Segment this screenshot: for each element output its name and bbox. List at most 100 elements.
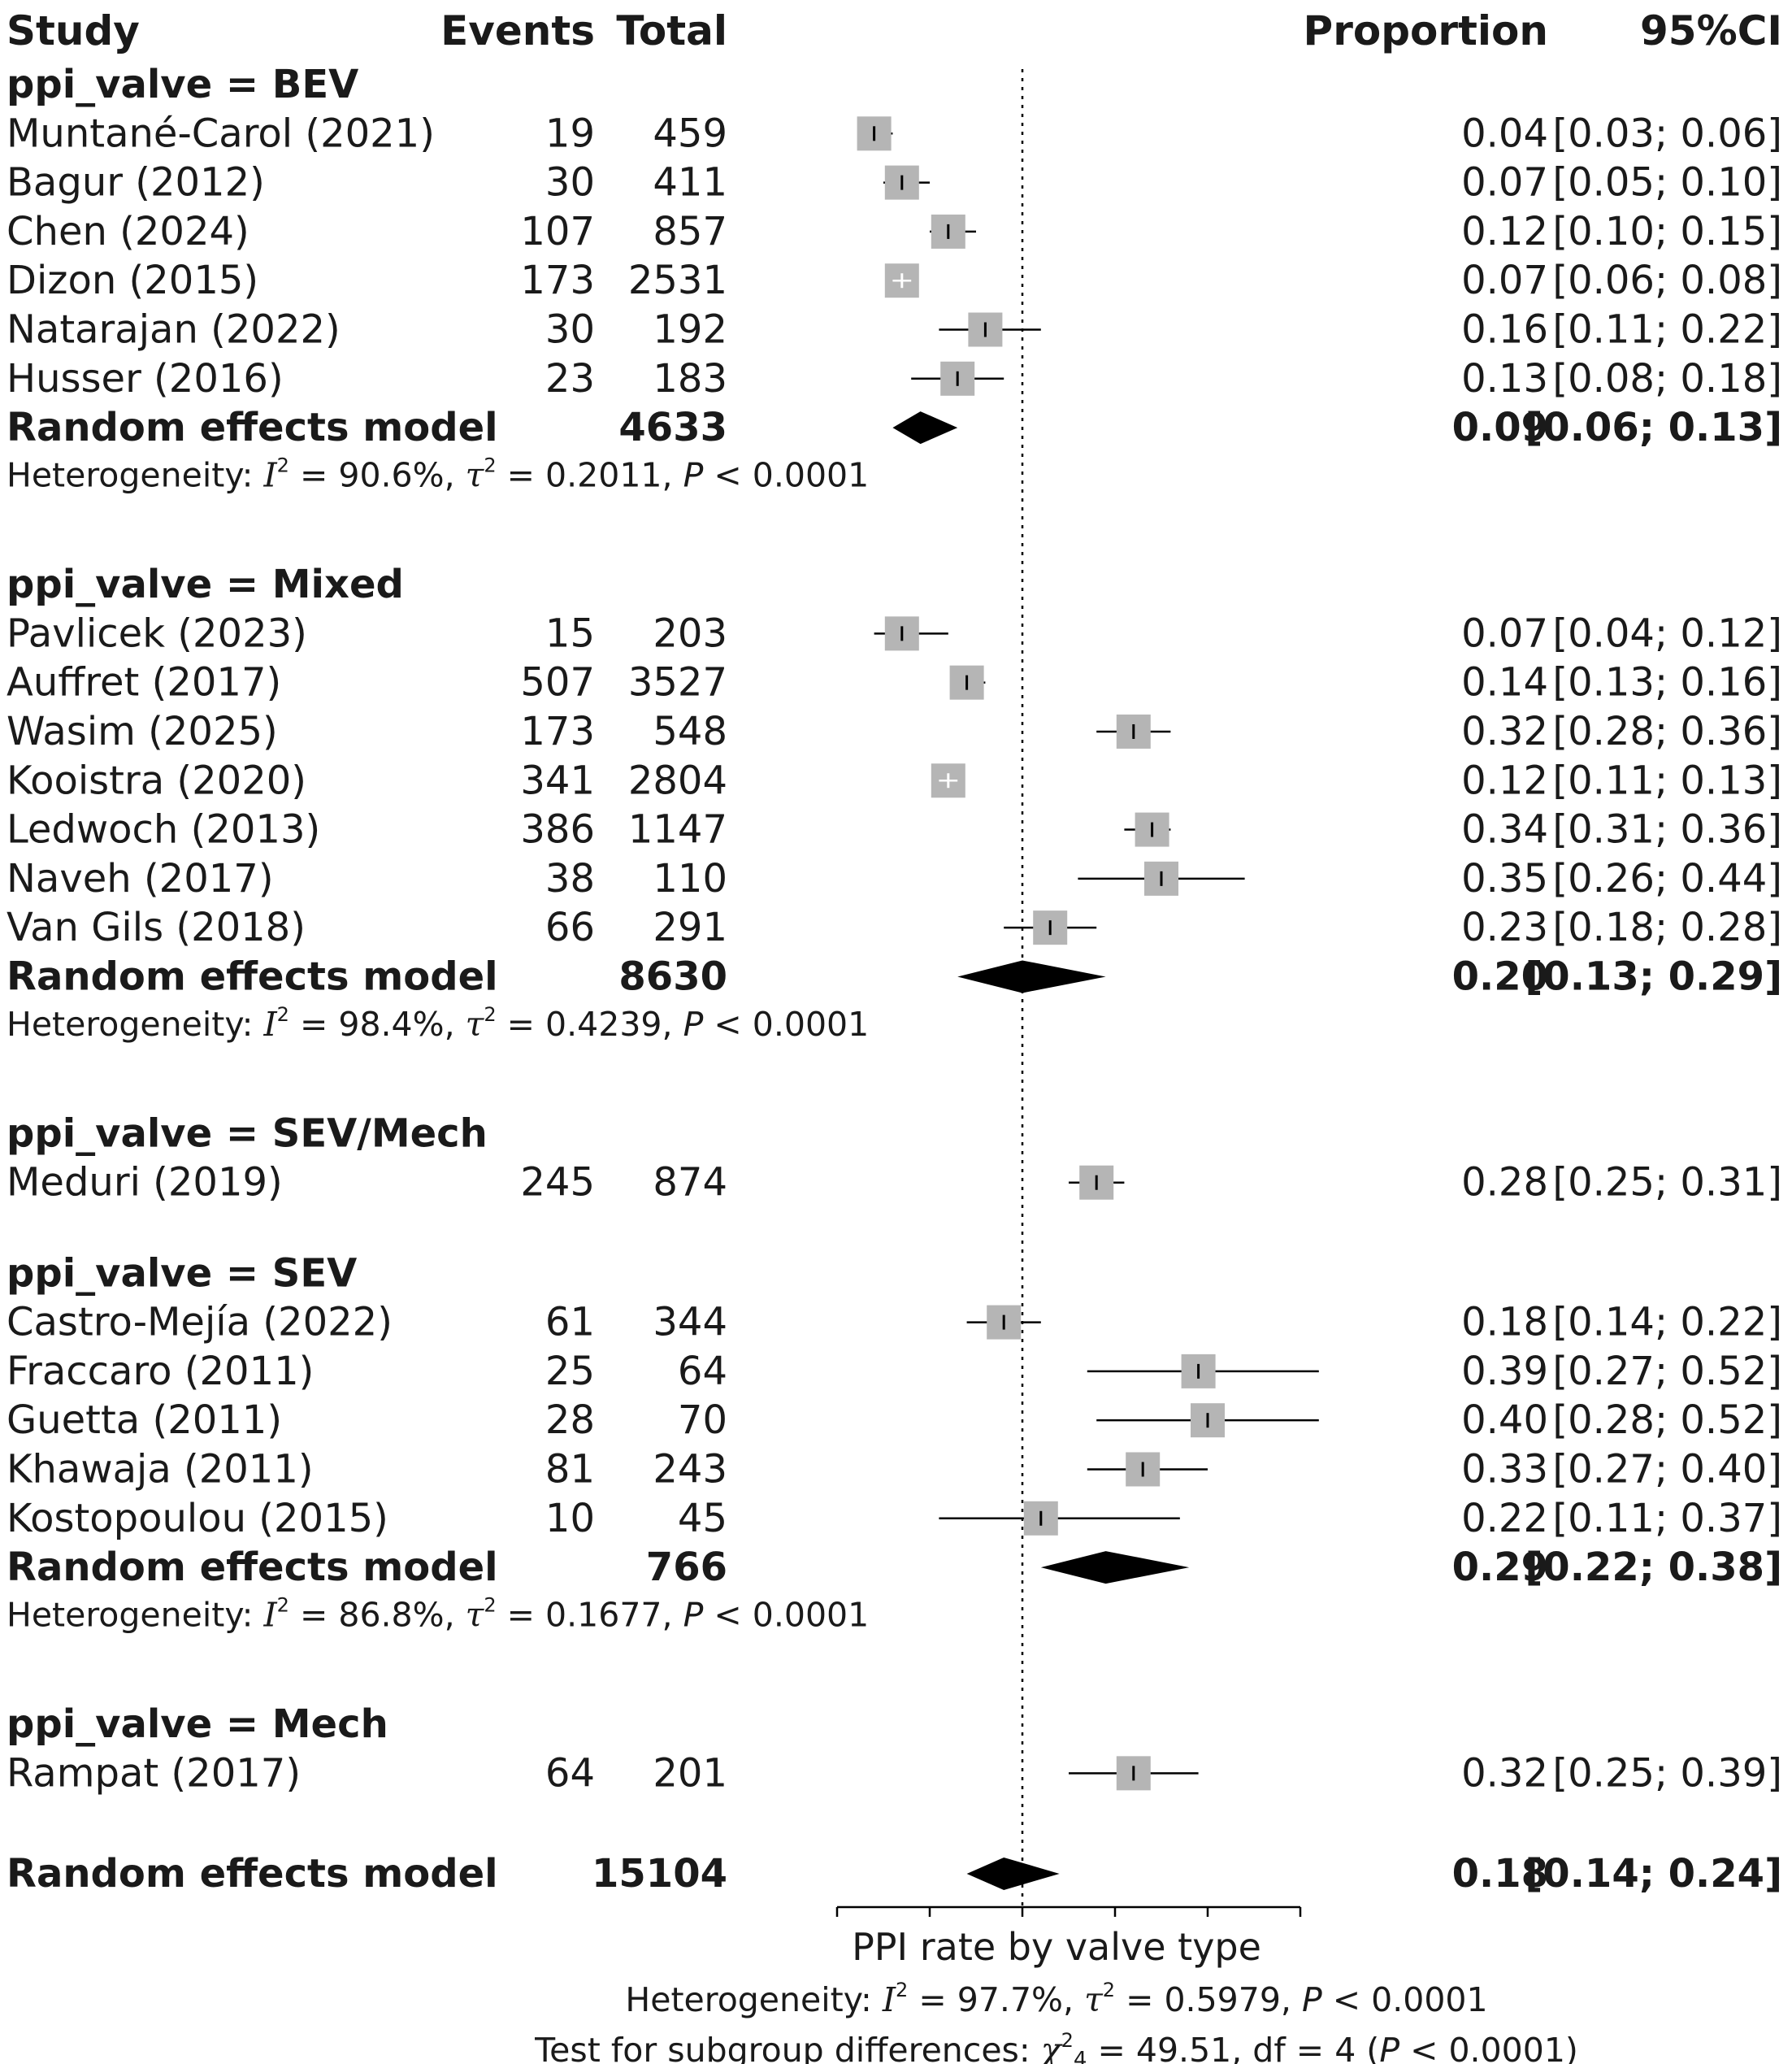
study-events: 173 bbox=[520, 709, 595, 754]
study-ci: [0.28; 0.52] bbox=[1552, 1397, 1782, 1443]
heterogeneity-text: Heterogeneity: I2 = 90.6%, τ2 = 0.2011, … bbox=[7, 454, 869, 494]
summary-label: Random effects model bbox=[7, 1545, 498, 1590]
study-proportion: 0.39 bbox=[1461, 1349, 1548, 1394]
study-events: 30 bbox=[545, 307, 595, 353]
header-study: Study bbox=[7, 7, 140, 54]
study-proportion: 0.23 bbox=[1461, 905, 1548, 950]
study-total: 2804 bbox=[628, 758, 727, 803]
header-ci: 95%CI bbox=[1640, 7, 1782, 54]
study-proportion: 0.34 bbox=[1461, 807, 1548, 853]
summary-total: 4633 bbox=[618, 405, 727, 450]
subgroup-label: ppi_valve = SEV/Mech bbox=[7, 1110, 488, 1156]
study-ci: [0.03; 0.06] bbox=[1552, 111, 1782, 156]
study-ci: [0.25; 0.31] bbox=[1552, 1160, 1782, 1206]
heterogeneity-text-p-symbol: P bbox=[683, 455, 704, 494]
study-total: 411 bbox=[653, 160, 727, 206]
subgroup-label: ppi_valve = Mech bbox=[7, 1701, 388, 1747]
study-ci: [0.08; 0.18] bbox=[1552, 356, 1782, 402]
study-total: 183 bbox=[653, 356, 727, 402]
overall-heterogeneity-text: Heterogeneity: I2 = 97.7%, τ2 = 0.5979, … bbox=[625, 1979, 1487, 2019]
study-total: 344 bbox=[653, 1300, 727, 1345]
summary-ci: [0.13; 0.29] bbox=[1525, 954, 1782, 999]
study-proportion: 0.22 bbox=[1461, 1496, 1548, 1541]
study-proportion: 0.12 bbox=[1461, 758, 1548, 803]
study-total: 110 bbox=[653, 856, 727, 902]
overall-label: Random effects model bbox=[7, 1851, 498, 1897]
heterogeneity-text: Heterogeneity: I2 = 86.8%, τ2 = 0.1677, … bbox=[7, 1593, 869, 1634]
x-axis bbox=[835, 69, 1302, 1917]
subgroup-label: ppi_valve = Mixed bbox=[7, 562, 404, 607]
heterogeneity-text-p-symbol: P bbox=[683, 1005, 704, 1044]
heterogeneity-text-i-symbol: I bbox=[263, 1005, 277, 1044]
overall-total: 15104 bbox=[592, 1851, 727, 1897]
heterogeneity-text-tau-value: = 0.1677, bbox=[497, 1595, 683, 1634]
heterogeneity-text-p-value: < 0.0001 bbox=[703, 1595, 869, 1634]
study-total: 2531 bbox=[628, 258, 727, 303]
heterogeneity-text-i-sup: 2 bbox=[277, 1593, 289, 1616]
study-events: 25 bbox=[545, 1349, 595, 1394]
study-proportion: 0.28 bbox=[1461, 1160, 1548, 1206]
heterogeneity-text: Heterogeneity: I2 = 98.4%, τ2 = 0.4239, … bbox=[7, 1003, 869, 1044]
summary-diamond bbox=[892, 411, 958, 445]
study-total: 192 bbox=[653, 307, 727, 353]
study-total: 64 bbox=[678, 1349, 727, 1394]
chi-sup: 2 bbox=[1061, 2029, 1074, 2052]
header-proportion: Proportion bbox=[1304, 7, 1548, 54]
study-total: 201 bbox=[653, 1750, 727, 1796]
study-ci: [0.27; 0.52] bbox=[1552, 1349, 1782, 1394]
heterogeneity-text-p-value: < 0.0001 bbox=[703, 455, 869, 494]
study-ci: [0.06; 0.08] bbox=[1552, 258, 1782, 303]
subgroup-test-p-value: < 0.0001) bbox=[1399, 2031, 1578, 2064]
study-total: 45 bbox=[678, 1496, 727, 1541]
heterogeneity-text-tau-symbol: τ bbox=[466, 1595, 485, 1634]
study-ci: [0.25; 0.39] bbox=[1552, 1750, 1782, 1796]
study-ci: [0.26; 0.44] bbox=[1552, 856, 1782, 902]
chi-symbol: χ bbox=[1039, 2031, 1063, 2064]
study-ci: [0.11; 0.22] bbox=[1552, 307, 1782, 353]
heterogeneity-text-i-sup: 2 bbox=[277, 454, 289, 476]
study-events: 30 bbox=[545, 160, 595, 206]
summary-total: 766 bbox=[646, 1545, 727, 1590]
subgroup-test-p-symbol: P bbox=[1379, 2031, 1399, 2064]
chi-sub: 4 bbox=[1074, 2048, 1087, 2064]
overall-diamond bbox=[966, 1857, 1060, 1890]
study-proportion: 0.07 bbox=[1461, 258, 1548, 303]
study-events: 19 bbox=[545, 111, 595, 156]
study-ci: [0.18; 0.28] bbox=[1552, 905, 1782, 950]
overall-heterogeneity-text-i-sup: 2 bbox=[896, 1979, 908, 2001]
study-name: Naveh (2017) bbox=[7, 856, 274, 902]
heterogeneity-text-i-value: = 98.4%, bbox=[289, 1005, 466, 1044]
study-proportion: 0.14 bbox=[1461, 660, 1548, 706]
study-name: Pavlicek (2023) bbox=[7, 611, 307, 656]
overall-ci: [0.14; 0.24] bbox=[1525, 1851, 1782, 1897]
study-proportion: 0.04 bbox=[1461, 111, 1548, 156]
summary-proportion: 0.09 bbox=[1452, 405, 1548, 450]
study-events: 66 bbox=[545, 905, 595, 950]
study-events: 173 bbox=[520, 258, 595, 303]
study-ci: [0.10; 0.15] bbox=[1552, 209, 1782, 254]
study-name: Van Gils (2018) bbox=[7, 905, 306, 950]
heterogeneity-text-tau-sup: 2 bbox=[484, 1593, 496, 1616]
study-name: Fraccaro (2011) bbox=[7, 1349, 314, 1394]
heterogeneity-text-tau-symbol: τ bbox=[466, 1005, 485, 1044]
study-events: 507 bbox=[520, 660, 595, 706]
summary-diamond bbox=[957, 960, 1106, 993]
study-events: 28 bbox=[545, 1397, 595, 1443]
study-proportion: 0.07 bbox=[1461, 611, 1548, 656]
study-name: Ledwoch (2013) bbox=[7, 807, 320, 853]
subgroup-label: ppi_valve = BEV bbox=[7, 62, 358, 107]
overall-heterogeneity-text-tau-sup: 2 bbox=[1103, 1979, 1115, 2001]
overall-heterogeneity-text-p-value: < 0.0001 bbox=[1322, 1980, 1488, 2019]
summary-proportion: 0.20 bbox=[1452, 954, 1548, 999]
study-name: Rampat (2017) bbox=[7, 1750, 301, 1796]
study-ci: [0.11; 0.37] bbox=[1552, 1496, 1782, 1541]
study-ci: [0.11; 0.13] bbox=[1552, 758, 1782, 803]
summary-label: Random effects model bbox=[7, 405, 498, 450]
study-total: 291 bbox=[653, 905, 727, 950]
x-axis-label: PPI rate by valve type bbox=[852, 1925, 1261, 1969]
study-events: 15 bbox=[545, 611, 595, 656]
heterogeneity-text-tau-symbol: τ bbox=[466, 455, 485, 494]
study-total: 459 bbox=[653, 111, 727, 156]
overall-proportion: 0.18 bbox=[1452, 1851, 1548, 1897]
